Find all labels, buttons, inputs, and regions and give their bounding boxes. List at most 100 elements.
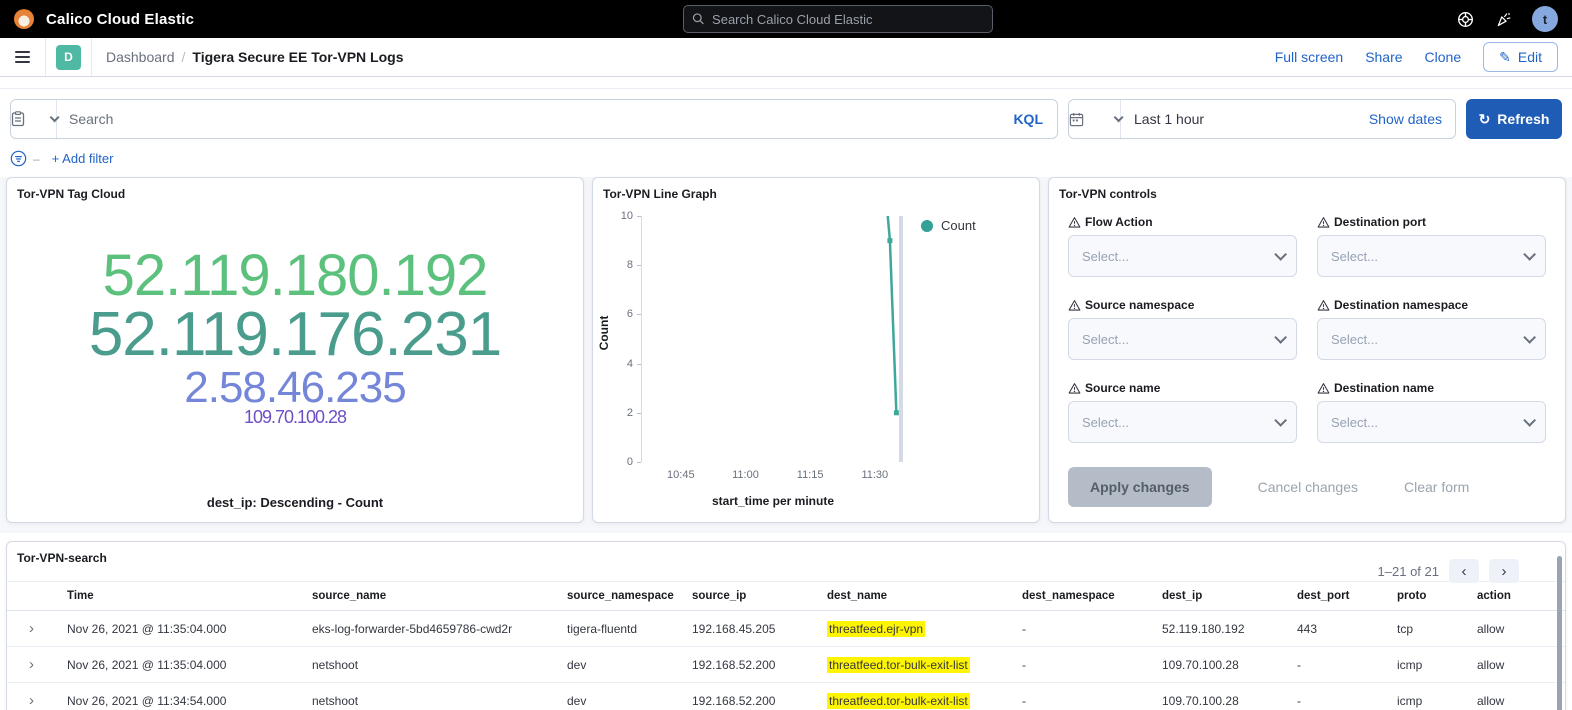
control-field: Source name Select... [1068, 381, 1297, 443]
col-proto[interactable]: proto [1391, 582, 1471, 611]
global-search[interactable] [683, 5, 993, 33]
clear-form-button[interactable]: Clear form [1404, 479, 1469, 495]
refresh-button[interactable]: ↻ Refresh [1466, 99, 1562, 139]
tag-cloud-term[interactable]: 52.119.180.192 [7, 248, 583, 305]
control-field: Flow Action Select... [1068, 215, 1297, 277]
x-axis-label: start_time per minute [641, 494, 905, 508]
col-time[interactable]: Time [61, 582, 306, 611]
col-source-namespace[interactable]: source_namespace [561, 582, 686, 611]
expand-row-icon[interactable]: › [13, 692, 34, 709]
control-select[interactable]: Select... [1068, 318, 1297, 360]
control-select[interactable]: Select... [1317, 401, 1546, 443]
controls-fields: Flow Action Select... Destination port Sele… [1049, 201, 1565, 443]
chevron-down-icon [1274, 331, 1287, 344]
control-select[interactable]: Select... [1317, 235, 1546, 277]
menu-hamburger-icon[interactable] [0, 38, 46, 76]
legend-count-item[interactable]: Count [941, 218, 976, 233]
table-row: › Nov 26, 2021 @ 11:35:04.000 eks-log-fo… [7, 611, 1566, 647]
user-avatar[interactable]: t [1532, 6, 1558, 32]
tag-cloud-term[interactable]: 52.119.176.231 [7, 305, 583, 366]
tag-cloud-term[interactable]: 2.58.46.235 [7, 366, 583, 409]
tag-cloud: 52.119.180.19252.119.176.2312.58.46.2351… [7, 248, 583, 426]
saved-query-menu-button[interactable] [11, 100, 57, 138]
query-bar: KQL Last 1 hour Show dates ↻ Refresh [0, 89, 1572, 139]
tag-cloud-term[interactable]: 109.70.100.28 [7, 409, 583, 427]
calendar-icon [1069, 112, 1084, 127]
calico-logo-icon [14, 9, 34, 29]
news-party-popper-icon[interactable] [1494, 10, 1512, 28]
global-search-input[interactable] [712, 12, 984, 27]
refresh-icon: ↻ [1479, 111, 1491, 128]
control-field: Destination port Select... [1317, 215, 1546, 277]
y-axis-tick: 6 [627, 308, 633, 320]
cancel-changes-button[interactable]: Cancel changes [1258, 479, 1358, 495]
chrome-bar: D Dashboard / Tigera Secure EE Tor-VPN L… [0, 38, 1572, 77]
highlighted-dest-name: threatfeed.tor-bulk-exit-list [827, 657, 970, 673]
dashboard-grid: Tor-VPN Tag Cloud 52.119.180.19252.119.1… [0, 177, 1572, 533]
control-select[interactable]: Select... [1068, 235, 1297, 277]
panel-search-table: Tor-VPN-search 1–21 of 21 ‹ › Time sourc… [6, 541, 1566, 710]
highlighted-dest-name: threatfeed.tor-bulk-exit-list [827, 693, 970, 709]
y-axis-tick: 8 [627, 259, 633, 271]
chevron-down-icon [1523, 414, 1536, 427]
add-filter-button[interactable]: + Add filter [52, 151, 114, 166]
control-field-label: Destination namespace [1317, 298, 1546, 312]
help-lifering-icon[interactable] [1456, 10, 1474, 28]
x-axis-tick: 11:00 [732, 469, 759, 481]
panel-line-graph: Tor-VPN Line Graph Count 024681010:4511:… [592, 177, 1040, 523]
top-app-bar: Calico Cloud Elastic [0, 0, 1572, 38]
expand-row-icon[interactable]: › [13, 620, 34, 637]
breadcrumb: Dashboard / Tigera Secure EE Tor-VPN Log… [106, 49, 403, 65]
previous-page-button[interactable]: ‹ [1449, 559, 1479, 583]
col-source-ip[interactable]: source_ip [686, 582, 821, 611]
highlighted-dest-name: threatfeed.ejr-vpn [827, 621, 925, 637]
kql-toggle-button[interactable]: KQL [999, 111, 1057, 127]
warning-triangle-icon [1317, 299, 1330, 312]
chevron-down-icon [1274, 248, 1287, 261]
col-source-name[interactable]: source_name [306, 582, 561, 611]
warning-triangle-icon [1068, 299, 1081, 312]
show-dates-button[interactable]: Show dates [1369, 111, 1455, 127]
kql-search-control: KQL [10, 99, 1058, 139]
page-title: Tigera Secure EE Tor-VPN Logs [192, 49, 403, 65]
col-dest-name[interactable]: dest_name [821, 582, 1016, 611]
share-button[interactable]: Share [1365, 49, 1402, 65]
page: Calico Cloud Elastic [0, 0, 1572, 710]
time-range-value[interactable]: Last 1 hour [1121, 111, 1204, 127]
calendar-menu-button[interactable] [1069, 100, 1121, 138]
filter-circle-icon[interactable] [10, 150, 27, 167]
filter-dash: – [33, 152, 40, 166]
clone-button[interactable]: Clone [1425, 49, 1462, 65]
next-page-button[interactable]: › [1489, 559, 1519, 583]
control-field-label: Source name [1068, 381, 1297, 395]
warning-triangle-icon [1068, 216, 1081, 229]
panel-title: Tor-VPN Line Graph [593, 178, 1039, 201]
search-results-table: Time source_name source_namespace source… [7, 581, 1566, 710]
control-select[interactable]: Select... [1317, 318, 1546, 360]
col-dest-namespace[interactable]: dest_namespace [1016, 582, 1156, 611]
vertical-scrollbar[interactable] [1557, 556, 1562, 710]
query-search-input[interactable] [57, 111, 999, 127]
col-dest-port[interactable]: dest_port [1291, 582, 1391, 611]
pencil-icon: ✎ [1499, 49, 1511, 66]
expand-row-icon[interactable]: › [13, 656, 34, 673]
y-axis-tick: 0 [627, 456, 633, 468]
warning-triangle-icon [1317, 216, 1330, 229]
col-dest-ip[interactable]: dest_ip [1156, 582, 1291, 611]
y-axis-label: Count [597, 278, 611, 388]
warning-triangle-icon [1317, 382, 1330, 395]
apply-changes-button[interactable]: Apply changes [1068, 467, 1212, 507]
control-field-label: Flow Action [1068, 215, 1297, 229]
breadcrumb-separator: / [182, 49, 186, 65]
dashboard-app-badge[interactable]: D [56, 45, 81, 70]
control-field-label: Destination port [1317, 215, 1546, 229]
breadcrumb-dashboard-link[interactable]: Dashboard [106, 49, 175, 65]
pagination-label: 1–21 of 21 [1378, 564, 1439, 579]
control-select[interactable]: Select... [1068, 401, 1297, 443]
full-screen-button[interactable]: Full screen [1275, 49, 1343, 65]
col-action[interactable]: action [1471, 582, 1566, 611]
app-title: Calico Cloud Elastic [46, 11, 194, 28]
pagination: 1–21 of 21 ‹ › [1378, 559, 1519, 583]
panel-title: Tor-VPN controls [1049, 178, 1565, 201]
edit-button[interactable]: ✎ Edit [1483, 42, 1558, 72]
